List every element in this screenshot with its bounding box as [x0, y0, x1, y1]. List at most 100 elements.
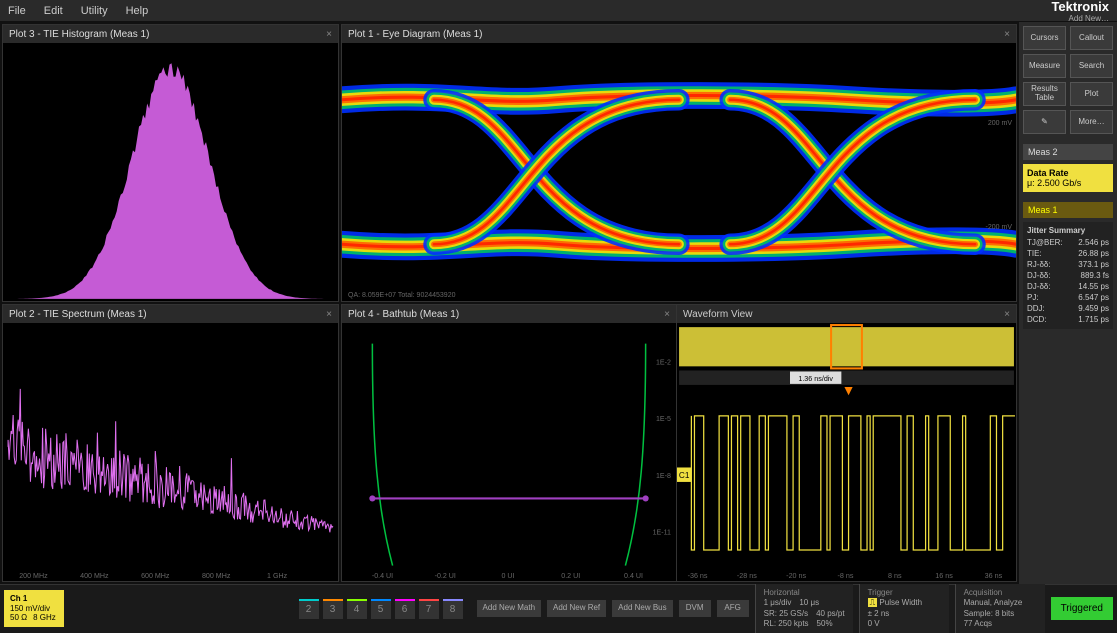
horizontal-info[interactable]: Horizontal 1 μs/div10 μs SR: 25 GS/s40 p…	[755, 584, 853, 633]
add-bus-button[interactable]: Add New Bus	[612, 600, 672, 617]
callout-button[interactable]: Callout	[1070, 26, 1113, 50]
acq-l2: Sample: 8 bits	[964, 609, 1037, 619]
plot-histogram-header[interactable]: Plot 3 - TIE Histogram (Meas 1) ×	[3, 25, 338, 43]
plot-bathtub-wave: Plot 4 - Bathtub (Meas 1) × -0.4 UI -0.2 …	[341, 304, 1017, 582]
bottom-bar: Ch 1 150 mV/div 50 Ω 8 GHz 2 3 4 5 6 7 8…	[0, 584, 1117, 632]
close-icon[interactable]: ×	[326, 309, 332, 320]
ch1-bw: 8 GHz	[33, 613, 56, 623]
channel-buttons: 2 3 4 5 6 7 8	[299, 599, 463, 619]
jitter-row: DCD:1.715 ps	[1027, 314, 1109, 325]
plot-bathtub[interactable]: Plot 4 - Bathtub (Meas 1) × -0.4 UI -0.2 …	[342, 305, 677, 581]
jitter-row: TJ@BER:2.546 ps	[1027, 237, 1109, 248]
ch7-button[interactable]: 7	[419, 599, 439, 619]
menubar: File Edit Utility Help Tektronix Add New…	[0, 0, 1117, 22]
close-icon[interactable]: ×	[1004, 309, 1010, 320]
menu-utility[interactable]: Utility	[81, 5, 108, 17]
svg-text:C1: C1	[679, 471, 690, 480]
draw-icon[interactable]: ✎	[1023, 110, 1066, 134]
svg-text:0 UI: 0 UI	[501, 572, 514, 580]
svg-text:1E-8: 1E-8	[656, 472, 671, 480]
plot-spectrum-body[interactable]: 200 MHz400 MHz600 MHz800 MHz1 GHz	[3, 323, 338, 581]
plot-eye-header[interactable]: Plot 1 - Eye Diagram (Meas 1) ×	[342, 25, 1016, 43]
svg-text:1E-11: 1E-11	[653, 529, 671, 537]
meas2-box[interactable]: Data Rate μ: 2.500 Gb/s	[1023, 164, 1113, 192]
more-button[interactable]: More…	[1070, 110, 1113, 134]
svg-text:400 MHz: 400 MHz	[80, 572, 109, 580]
waveform-view[interactable]: Waveform View × 1.36 ns/divC1-36 ns-28 n…	[677, 305, 1016, 581]
plot-histogram[interactable]: Plot 3 - TIE Histogram (Meas 1) ×	[2, 24, 339, 302]
trigger-info[interactable]: Trigger ⎍ Pulse Width ± 2 ns 0 V	[859, 584, 949, 633]
plot-button[interactable]: Plot	[1070, 82, 1113, 106]
trig-l2: ± 2 ns	[868, 609, 941, 619]
add-math-button[interactable]: Add New Math	[477, 600, 541, 617]
afg-button[interactable]: AFG	[717, 600, 749, 617]
close-icon[interactable]: ×	[664, 309, 670, 320]
jitter-row: RJ-δδ:373.1 ps	[1027, 259, 1109, 270]
plot-spectrum[interactable]: Plot 2 - TIE Spectrum (Meas 1) × 200 MHz…	[2, 304, 339, 582]
acq-header: Acquisition	[964, 588, 1037, 598]
dvm-button[interactable]: DVM	[679, 600, 711, 617]
jitter-row: DJ-δδ:889.3 fs	[1027, 270, 1109, 281]
horiz-r2: 40 ps/pt	[816, 609, 844, 619]
waveform-header[interactable]: Waveform View ×	[677, 305, 1016, 323]
svg-text:1 GHz: 1 GHz	[267, 572, 288, 580]
svg-text:36 ns: 36 ns	[985, 571, 1003, 580]
horiz-l2: SR: 25 GS/s	[764, 609, 808, 619]
ch1-scale: 150 mV/div	[10, 604, 58, 614]
horiz-r1: 10 μs	[799, 598, 819, 608]
close-icon[interactable]: ×	[326, 29, 332, 40]
svg-text:0.4 UI: 0.4 UI	[624, 572, 643, 580]
horiz-r3: 50%	[817, 619, 833, 629]
svg-text:1E-5: 1E-5	[656, 415, 671, 423]
horiz-l1: 1 μs/div	[764, 598, 792, 608]
trigger-header: Trigger	[868, 588, 941, 598]
ch4-button[interactable]: 4	[347, 599, 367, 619]
svg-text:-0.4 UI: -0.4 UI	[372, 572, 393, 580]
menu-edit[interactable]: Edit	[44, 5, 63, 17]
svg-text:-28 ns: -28 ns	[737, 571, 757, 580]
plot-eye-title: Plot 1 - Eye Diagram (Meas 1)	[348, 29, 483, 40]
plot-spectrum-title: Plot 2 - TIE Spectrum (Meas 1)	[9, 309, 147, 320]
ch5-button[interactable]: 5	[371, 599, 391, 619]
ch1-badge[interactable]: Ch 1 150 mV/div 50 Ω 8 GHz	[4, 590, 64, 627]
right-sidebar: Cursors Callout Measure Search Results T…	[1019, 22, 1117, 584]
plot-bathtub-header[interactable]: Plot 4 - Bathtub (Meas 1) ×	[342, 305, 676, 323]
jitter-row: TIE:26.88 ps	[1027, 248, 1109, 259]
jitter-summary[interactable]: Jitter Summary TJ@BER:2.546 psTIE:26.88 …	[1023, 222, 1113, 329]
plot-bathtub-body[interactable]: -0.4 UI-0.2 UI0 UI0.2 UI0.4 UI1E-21E-51E…	[342, 323, 676, 581]
cursors-button[interactable]: Cursors	[1023, 26, 1066, 50]
svg-text:0.2 UI: 0.2 UI	[561, 572, 580, 580]
measure-button[interactable]: Measure	[1023, 54, 1066, 78]
ch2-button[interactable]: 2	[299, 599, 319, 619]
meas2-badge[interactable]: Meas 2	[1023, 144, 1113, 160]
ch1-impedance: 50 Ω	[10, 613, 27, 623]
plot-spectrum-header[interactable]: Plot 2 - TIE Spectrum (Meas 1) ×	[3, 305, 338, 323]
plot-histogram-title: Plot 3 - TIE Histogram (Meas 1)	[9, 29, 149, 40]
plot-eye-body[interactable]: 200 mV -200 mV QA: 8.059E+07 Total: 9024…	[342, 43, 1016, 301]
jitter-row: PJ:6.547 ps	[1027, 292, 1109, 303]
plot-bathtub-title: Plot 4 - Bathtub (Meas 1)	[348, 309, 459, 320]
svg-text:-0.2 UI: -0.2 UI	[435, 572, 456, 580]
search-button[interactable]: Search	[1070, 54, 1113, 78]
svg-text:-36 ns: -36 ns	[688, 571, 708, 580]
meas1-badge[interactable]: Meas 1	[1023, 202, 1113, 218]
close-icon[interactable]: ×	[1004, 29, 1010, 40]
menu-file[interactable]: File	[8, 5, 26, 17]
waveform-body[interactable]: 1.36 ns/divC1-36 ns-28 ns-20 ns-8 ns8 ns…	[677, 323, 1016, 581]
menu-help[interactable]: Help	[126, 5, 149, 17]
plot-eye[interactable]: Plot 1 - Eye Diagram (Meas 1) × 200 mV -…	[341, 24, 1017, 302]
ch6-button[interactable]: 6	[395, 599, 415, 619]
trig-l1: Pulse Width	[879, 598, 922, 607]
svg-text:-8 ns: -8 ns	[837, 571, 853, 580]
add-ref-button[interactable]: Add New Ref	[547, 600, 606, 617]
svg-text:16 ns: 16 ns	[935, 571, 953, 580]
ch8-button[interactable]: 8	[443, 599, 463, 619]
svg-text:800 MHz: 800 MHz	[202, 572, 231, 580]
svg-text:600 MHz: 600 MHz	[141, 572, 170, 580]
ch3-button[interactable]: 3	[323, 599, 343, 619]
acquisition-info[interactable]: Acquisition Manual, Analyze Sample: 8 bi…	[955, 584, 1045, 633]
plot-histogram-body[interactable]	[3, 43, 338, 301]
meas2-value: μ: 2.500 Gb/s	[1027, 178, 1109, 188]
results-table-button[interactable]: Results Table	[1023, 82, 1066, 106]
triggered-button[interactable]: Triggered	[1051, 597, 1113, 620]
